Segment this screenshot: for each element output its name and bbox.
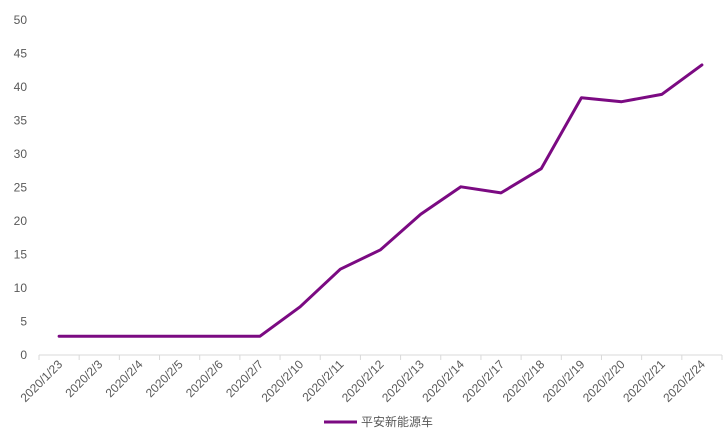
series-line-1 [57,63,704,338]
x-tick-label: 2020/2/20 [580,357,628,405]
x-tick-label: 2020/2/13 [379,357,427,405]
y-tick-label: 35 [14,114,28,128]
x-tick-label: 2020/2/19 [540,357,588,405]
y-tick-label: 20 [14,214,28,228]
x-tick-label: 2020/2/17 [459,357,507,405]
series-layer [57,63,704,338]
y-tick-label: 45 [14,47,28,61]
x-tick-label: 2020/2/10 [259,357,307,405]
x-tick-label: 2020/2/18 [500,357,548,405]
y-tick-label: 25 [14,181,28,195]
y-tick-label: 50 [14,13,28,27]
y-tick-label: 15 [14,248,28,262]
x-tick-label: 2020/2/14 [419,357,467,405]
x-tick-label: 2020/2/5 [143,357,186,400]
y-tick-label: 30 [14,147,28,161]
x-tick-label: 2020/2/11 [299,357,346,404]
legend: 平安新能源车 [324,414,433,429]
x-tick-label: 2020/1/23 [18,357,66,405]
x-axis: 2020/1/232020/2/32020/2/42020/2/52020/2/… [18,354,723,405]
x-tick-label: 2020/2/24 [660,357,708,405]
y-tick-label: 40 [14,80,28,94]
x-tick-label: 2020/2/6 [183,357,226,400]
y-tick-label: 10 [14,281,28,295]
x-tick-label: 2020/2/12 [339,357,387,405]
x-tick-label: 2020/2/4 [103,357,146,400]
y-tick-label: 5 [20,315,27,329]
legend-label-series-1: 平安新能源车 [361,414,433,429]
x-tick-label: 2020/2/3 [62,357,105,400]
y-tick-label: 0 [20,348,27,362]
x-tick-label: 2020/2/21 [620,357,668,405]
y-axis: 0 5 10 15 20 25 30 35 40 45 50 [14,13,28,362]
